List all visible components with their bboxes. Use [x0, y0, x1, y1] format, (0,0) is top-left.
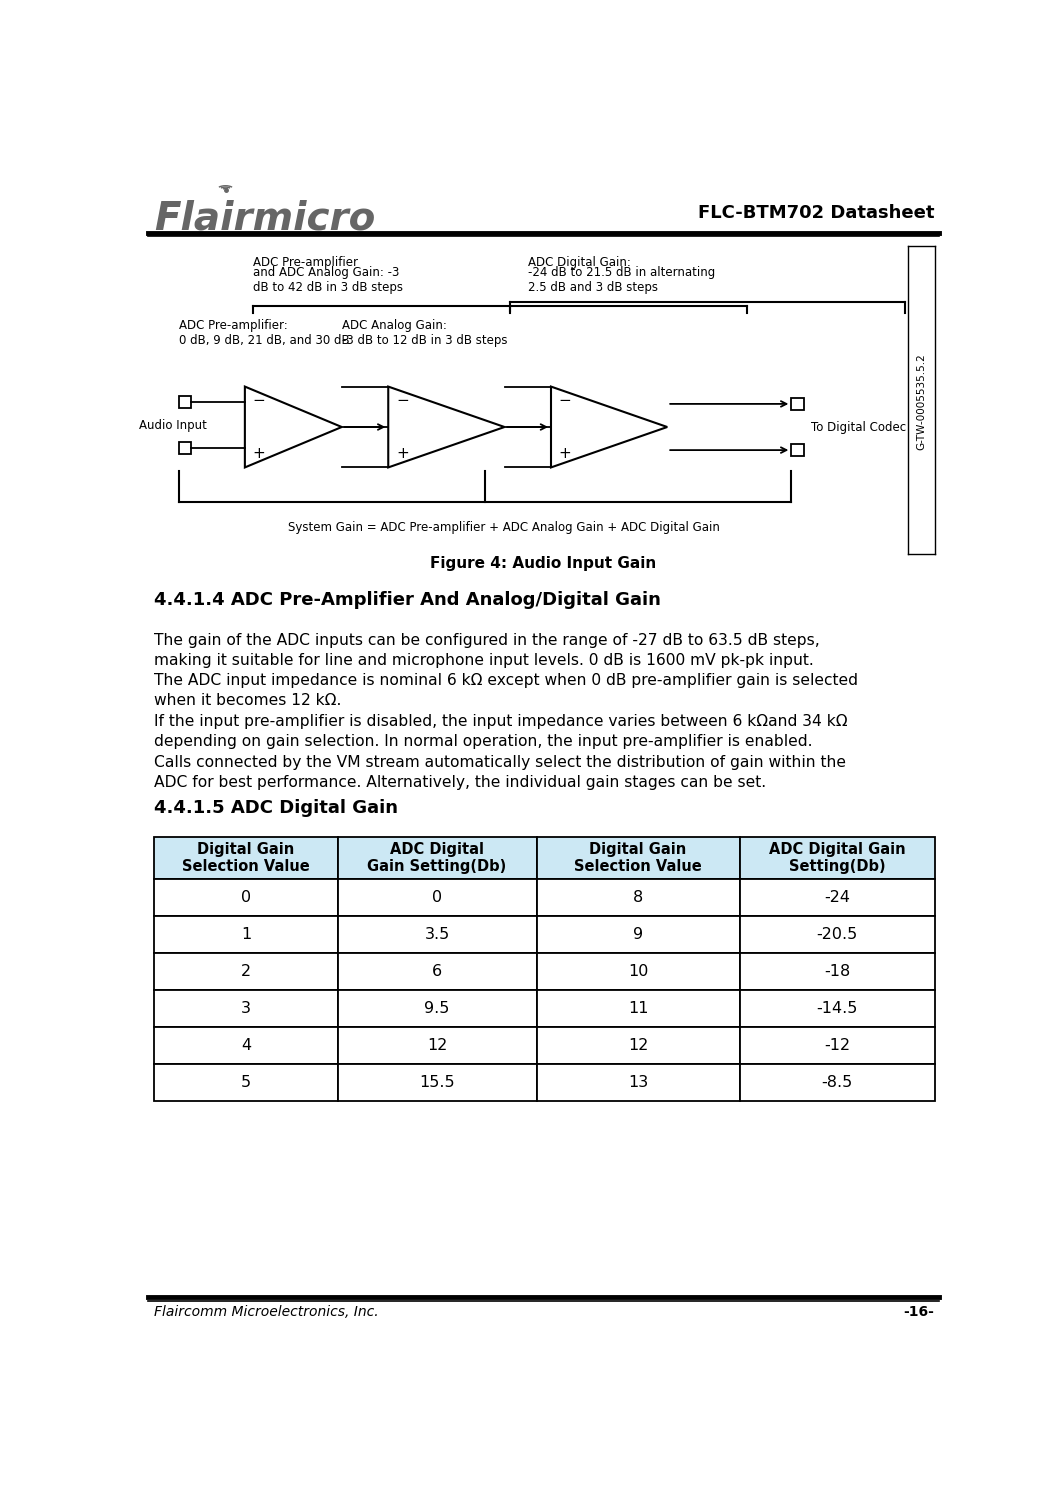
Text: 4: 4 [241, 1038, 251, 1053]
Text: To Digital Codec: To Digital Codec [811, 420, 905, 433]
Text: 0: 0 [432, 890, 442, 905]
Text: 6: 6 [432, 965, 442, 980]
Bar [337, 953, 536, 990]
Text: Calls connected by the VM stream automatically select the distribution of gain w: Calls connected by the VM stream automat… [154, 755, 846, 791]
Text: The gain of the ADC inputs can be configured in the range of -27 dB to 63.5 dB s: The gain of the ADC inputs can be config… [154, 633, 820, 669]
Bar [154, 916, 337, 953]
Text: +: + [396, 447, 409, 462]
Bar [536, 953, 740, 990]
Bar [740, 880, 935, 916]
Text: and ADC Analog Gain: -3
dB to 42 dB in 3 dB steps: and ADC Analog Gain: -3 dB to 42 dB in 3… [252, 265, 403, 293]
Bar [536, 837, 740, 880]
Text: -24 dB to 21.5 dB in alternating
2.5 dB and 3 dB steps: -24 dB to 21.5 dB in alternating 2.5 dB … [528, 265, 716, 293]
Text: ADC Pre-amplifier: ADC Pre-amplifier [252, 256, 357, 268]
Text: 13: 13 [628, 1075, 648, 1090]
Text: 12: 12 [427, 1038, 447, 1053]
Bar [740, 916, 935, 953]
Text: -14.5: -14.5 [816, 1001, 858, 1015]
Text: −: − [396, 393, 409, 408]
Text: -8.5: -8.5 [822, 1075, 852, 1090]
Bar [337, 916, 536, 953]
Bar [154, 953, 337, 990]
Text: -12: -12 [824, 1038, 850, 1053]
Bar [740, 953, 935, 990]
Bar [740, 990, 935, 1027]
Bar [337, 880, 536, 916]
Bar [791, 444, 803, 456]
Text: -16-: -16- [904, 1306, 935, 1319]
Text: -20.5: -20.5 [816, 928, 858, 943]
Polygon shape [245, 387, 341, 468]
Bar [337, 1027, 536, 1065]
Bar [179, 442, 192, 454]
Bar [179, 396, 192, 408]
Text: 1: 1 [241, 928, 251, 943]
Text: Digital Gain
Selection Value: Digital Gain Selection Value [182, 841, 310, 874]
Bar [740, 1027, 935, 1065]
Text: 5: 5 [241, 1075, 251, 1090]
Bar [740, 1065, 935, 1102]
Text: The ADC input impedance is nominal 6 kΩ except when 0 dB pre-amplifier gain is s: The ADC input impedance is nominal 6 kΩ … [154, 673, 859, 709]
Bar [337, 837, 536, 880]
Text: 9: 9 [633, 928, 643, 943]
Text: Figure 4: Audio Input Gain: Figure 4: Audio Input Gain [430, 555, 656, 570]
Text: -18: -18 [824, 965, 850, 980]
Bar [536, 916, 740, 953]
Text: 3: 3 [241, 1001, 251, 1015]
Text: 3.5: 3.5 [424, 928, 449, 943]
Bar [536, 880, 740, 916]
Bar [154, 990, 337, 1027]
Bar [536, 1065, 740, 1102]
Text: Flaircomm Microelectronics, Inc.: Flaircomm Microelectronics, Inc. [154, 1306, 378, 1319]
Bar [740, 837, 935, 880]
Text: ADC Digital Gain:: ADC Digital Gain: [528, 256, 631, 268]
Text: 10: 10 [628, 965, 649, 980]
Bar [154, 1065, 337, 1102]
Bar [791, 398, 803, 409]
Text: ADC Digital Gain
Setting(Db): ADC Digital Gain Setting(Db) [768, 841, 905, 874]
Text: G-TW-0005535.5.2: G-TW-0005535.5.2 [917, 353, 926, 450]
Text: ADC Pre-amplifier:
0 dB, 9 dB, 21 dB, and 30 dB: ADC Pre-amplifier: 0 dB, 9 dB, 21 dB, an… [179, 319, 350, 347]
Text: 2: 2 [241, 965, 251, 980]
Text: ADC Digital
Gain Setting(Db): ADC Digital Gain Setting(Db) [368, 841, 507, 874]
Polygon shape [388, 387, 505, 468]
Bar [536, 990, 740, 1027]
Bar [536, 1027, 740, 1065]
Text: If the input pre-amplifier is disabled, the input impedance varies between 6 kΩa: If the input pre-amplifier is disabled, … [154, 713, 848, 749]
Text: System Gain = ADC Pre-amplifier + ADC Analog Gain + ADC Digital Gain: System Gain = ADC Pre-amplifier + ADC An… [287, 521, 720, 535]
Text: 12: 12 [628, 1038, 649, 1053]
Bar [337, 990, 536, 1027]
Polygon shape [551, 387, 667, 468]
Text: −: − [252, 393, 265, 408]
Text: +: + [559, 447, 571, 462]
Text: 4.4.1.4 ADC Pre-Amplifier And Analog/Digital Gain: 4.4.1.4 ADC Pre-Amplifier And Analog/Dig… [154, 591, 661, 609]
Text: -24: -24 [824, 890, 850, 905]
Text: Digital Gain
Selection Value: Digital Gain Selection Value [575, 841, 702, 874]
Text: 15.5: 15.5 [420, 1075, 455, 1090]
Text: 11: 11 [628, 1001, 649, 1015]
Text: −: − [559, 393, 571, 408]
Text: 9.5: 9.5 [424, 1001, 449, 1015]
Text: Audio Input: Audio Input [139, 418, 207, 432]
Text: +: + [252, 447, 265, 462]
Bar [337, 1065, 536, 1102]
Text: 4.4.1.5 ADC Digital Gain: 4.4.1.5 ADC Digital Gain [154, 798, 399, 816]
Bar [154, 837, 337, 880]
Text: FLC-BTM702 Datasheet: FLC-BTM702 Datasheet [699, 204, 935, 222]
Bar [154, 880, 337, 916]
Text: ADC Analog Gain:
-3 dB to 12 dB in 3 dB steps: ADC Analog Gain: -3 dB to 12 dB in 3 dB … [341, 319, 508, 347]
Text: 8: 8 [633, 890, 643, 905]
Text: Flairmicro: Flairmicro [154, 200, 375, 238]
Bar [154, 1027, 337, 1065]
Text: 0: 0 [241, 890, 251, 905]
